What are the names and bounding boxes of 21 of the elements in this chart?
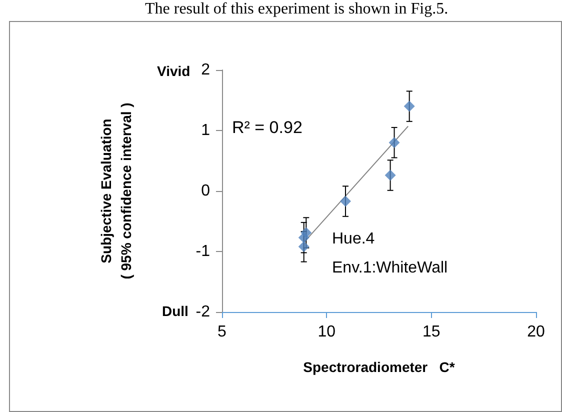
x-tick-label: 15	[422, 324, 440, 340]
y-tick-label: 1	[201, 122, 210, 139]
y-tick-label: 0	[201, 182, 210, 200]
y-axis-title: Subjective Evaluation ( 95% confidence interval )	[98, 102, 134, 280]
point	[388, 137, 400, 148]
annotation: Hue.4	[332, 230, 375, 248]
text: The result of this experiment is shown in Fig.5.	[145, 0, 448, 18]
x-tick-label: 10	[318, 324, 336, 340]
annotation: Env.1:WhiteWall	[332, 260, 448, 276]
point	[340, 196, 352, 207]
y-tick-label: -1	[196, 243, 210, 260]
x-axis-title: Spectroradiometer C*	[303, 359, 456, 375]
point	[404, 100, 415, 112]
point	[384, 170, 396, 181]
y-tick-label: -2	[196, 304, 210, 320]
annotation: R² = 0.92	[232, 118, 302, 137]
y-tick-label: 2	[201, 62, 210, 78]
text: Vivid	[157, 63, 190, 79]
text: Dull	[162, 303, 188, 319]
x-tick-label: 20	[527, 324, 545, 340]
x-tick-label: 5	[218, 324, 227, 340]
